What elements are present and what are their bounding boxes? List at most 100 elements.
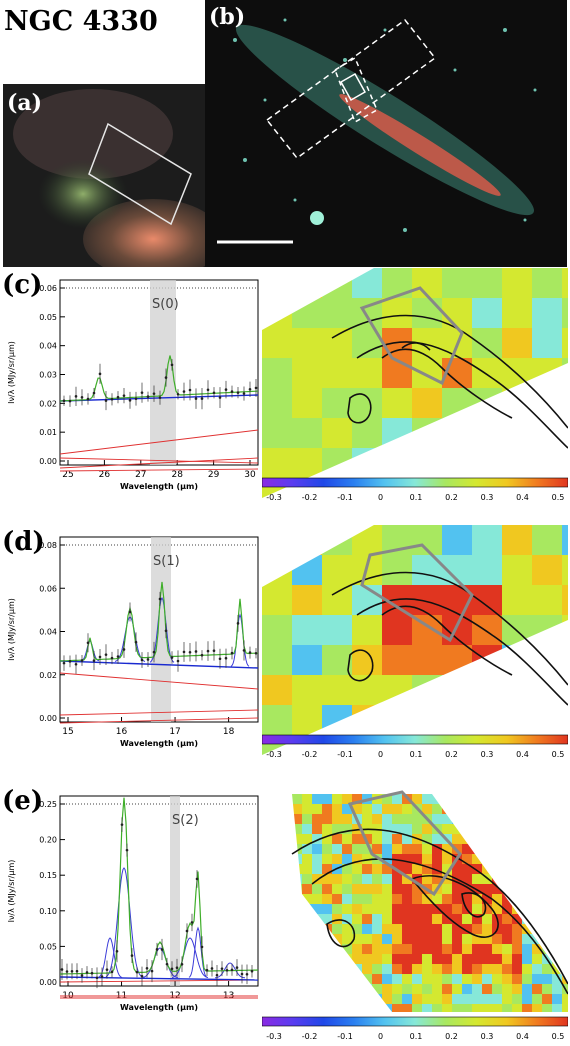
map-pixel [382, 814, 392, 824]
map-pixel [562, 585, 568, 615]
map-pixel [352, 974, 362, 984]
continuum-component [59, 457, 259, 469]
map-pixel [512, 954, 522, 964]
map-pixel [292, 358, 322, 388]
map-pixel [562, 358, 568, 388]
map-pixel [332, 914, 342, 924]
map-pixel [302, 824, 312, 834]
map-pixel [562, 1004, 568, 1012]
data-point [90, 971, 94, 975]
map-pixel [462, 954, 472, 964]
map-pixel [482, 934, 492, 944]
map-pixel [532, 854, 542, 864]
map-pixel [372, 874, 382, 884]
map-pixel [512, 984, 522, 994]
map-pixel [402, 834, 412, 844]
map-pixel [312, 854, 322, 864]
map-pixel [482, 794, 492, 804]
panel-d-spectrum: S(1) 15 16 17 18 Wavelength (μm) 0.00 0.02 0.04 0… [0, 525, 262, 760]
map-pixel [372, 974, 382, 984]
map-pixel [562, 864, 568, 874]
map-pixel [532, 984, 542, 994]
map-pixel [332, 954, 342, 964]
map-pixel [542, 784, 552, 794]
map-pixel [522, 984, 532, 994]
map-pixel [442, 904, 452, 914]
map-pixel [292, 824, 302, 834]
map-pixel [482, 894, 492, 904]
map-pixel [272, 984, 282, 994]
map-pixel [372, 994, 382, 1004]
map-pixel [352, 824, 362, 834]
map-pixel [442, 974, 452, 984]
map-pixel [512, 874, 522, 884]
map-pixel [562, 794, 568, 804]
map-pixel [322, 418, 352, 448]
map-pixel [472, 358, 502, 388]
map-pixel [472, 448, 502, 478]
map-pixel [492, 1034, 502, 1042]
map-pixel [492, 974, 502, 984]
map-pixel [562, 994, 568, 1004]
map-pixel [462, 984, 472, 994]
map-pixel [292, 894, 302, 904]
map-pixel [312, 914, 322, 924]
map-pixel [272, 834, 282, 844]
map-pixel [562, 268, 568, 298]
map-pixel [392, 794, 402, 804]
map-pixel [342, 964, 352, 974]
map-pixel [362, 844, 372, 854]
map-pixel [262, 328, 292, 358]
map-pixel [292, 328, 322, 358]
data-point [122, 648, 126, 651]
map-pixel [512, 794, 522, 804]
map-pixel [302, 964, 312, 974]
map-pixel [512, 964, 522, 974]
map-pixel [292, 984, 302, 994]
figure-title: NGC 4330 [4, 6, 158, 37]
colorbar-tick-label: -0.2 [302, 1032, 318, 1041]
map-pixel [382, 964, 392, 974]
map-pixel [282, 1034, 292, 1042]
data-point [146, 658, 150, 661]
map-pixel [262, 894, 272, 904]
map-pixel [542, 924, 552, 934]
map-pixel [502, 675, 532, 705]
map-pixel [442, 954, 452, 964]
map-pixel [352, 954, 362, 964]
map-pixel [492, 964, 502, 974]
map-pixel [292, 645, 322, 675]
map-pixel [522, 904, 532, 914]
map-pixel [502, 984, 512, 994]
map-pixel [422, 864, 432, 874]
map-pixel [362, 814, 372, 824]
data-point [105, 968, 109, 971]
map-pixel [422, 964, 432, 974]
map-pixel [402, 934, 412, 944]
panel-c-map: -0.3 -0.2 -0.1 0 0.1 0.2 0.3 0.4 0.5 [261, 268, 569, 513]
map-pixel [412, 705, 442, 735]
map-pixel [292, 794, 302, 804]
map-pixel [532, 814, 542, 824]
map-pixel [392, 974, 402, 984]
map-pixel [452, 894, 462, 904]
map-pixel [492, 814, 502, 824]
map-pixel [472, 954, 482, 964]
map-pixel [262, 675, 292, 705]
map-pixel [502, 854, 512, 864]
map-pixel [482, 804, 492, 814]
map-pixel [502, 924, 512, 934]
data-point [128, 399, 132, 402]
map-pixel [392, 854, 402, 864]
map-pixel [382, 824, 392, 834]
map-pixel [342, 924, 352, 934]
map-pixel [412, 984, 422, 994]
map-pixel [522, 964, 532, 974]
map-pixel [342, 914, 352, 924]
map-pixel [392, 894, 402, 904]
map-pixel [262, 854, 272, 864]
map-pixel [442, 884, 452, 894]
map-pixel [322, 844, 332, 854]
data-point [86, 397, 90, 401]
y-tick-label: 0.04 [39, 628, 57, 637]
